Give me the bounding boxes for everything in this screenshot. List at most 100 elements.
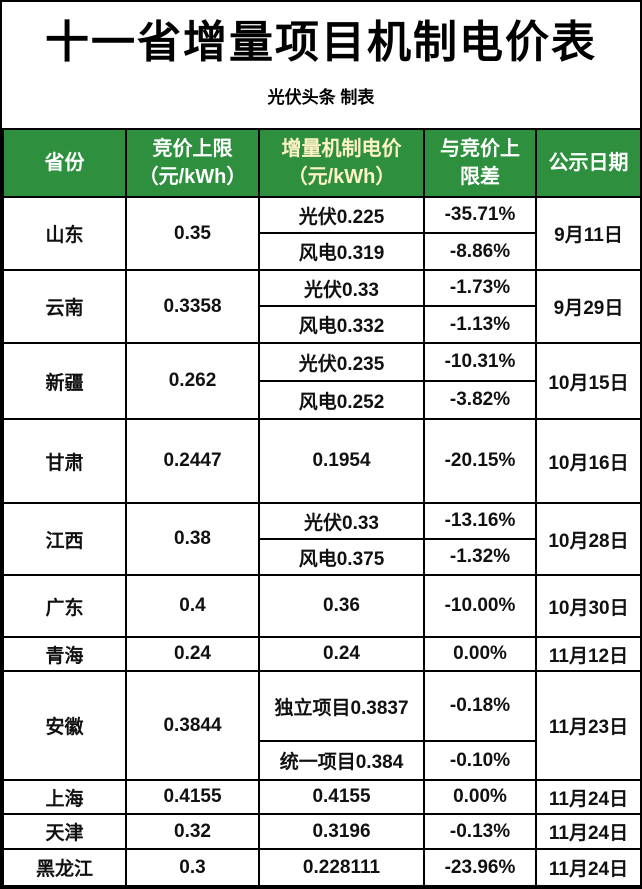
province-cell: 江西 <box>2 502 127 576</box>
header-date-label: 公示日期 <box>548 152 629 174</box>
mechanism-price-cell: 统一项目0.384 <box>258 740 425 781</box>
table-row: 新疆 0.262 光伏0.235 -10.31% 10月15日 <box>2 342 640 420</box>
province-cell: 甘肃 <box>2 418 127 504</box>
diff-cell: -0.13% <box>423 813 537 850</box>
title-block: 十一省增量项目机制电价表 光伏头条 制表 <box>2 2 640 128</box>
date-cell: 10月16日 <box>535 418 640 504</box>
table-row: 上海 0.4155 0.4155 0.00% 11月24日 <box>2 779 640 815</box>
mechanism-price-cell: 0.3196 <box>258 813 425 850</box>
bid-cap-cell: 0.4 <box>125 574 260 638</box>
diff-cell: -1.32% <box>423 538 537 576</box>
bid-cap-cell: 0.24 <box>125 636 260 672</box>
diff-cell: 0.00% <box>423 779 537 815</box>
table-row: 风电0.375 -1.32% <box>3 538 640 576</box>
diff-cell: -20.15% <box>423 418 537 504</box>
date-cell: 9月11日 <box>535 196 640 271</box>
table-row: 风电0.332 -1.13% <box>3 305 640 344</box>
diff-cell: -10.00% <box>423 574 537 638</box>
diff-cell: -1.13% <box>423 305 537 344</box>
date-cell: 11月24日 <box>535 848 640 887</box>
table-row: 云南 0.3358 光伏0.33 -1.73% 9月29日 <box>2 269 640 344</box>
header-province-label: 省份 <box>44 152 85 174</box>
diff-cell: -3.82% <box>423 380 537 420</box>
bid-cap-cell: 0.4155 <box>125 779 260 815</box>
province-cell: 天津 <box>2 813 127 850</box>
mechanism-price-cell: 风电0.332 <box>258 305 425 344</box>
header-bid-cap-line1: 竞价上限 <box>152 138 233 160</box>
bid-cap-cell: 0.262 <box>125 342 260 420</box>
date-cell: 11月12日 <box>535 636 640 672</box>
header-province: 省份 <box>2 128 127 198</box>
mechanism-price-cell: 0.24 <box>258 636 425 672</box>
mechanism-price-cell: 风电0.252 <box>258 380 425 420</box>
header-diff-line2: 限差 <box>460 166 500 188</box>
mechanism-price-cell: 独立项目0.3837 <box>258 670 425 742</box>
header-bid-cap-line2: （元/kWh） <box>138 166 247 188</box>
header-date: 公示日期 <box>535 128 640 198</box>
diff-cell: 0.00% <box>423 636 537 672</box>
header-diff-line1: 与竞价上 <box>440 138 520 160</box>
bid-cap-cell: 0.38 <box>125 502 260 576</box>
province-cell: 上海 <box>2 779 127 815</box>
province-cell: 新疆 <box>2 342 127 420</box>
table-row: 风电0.319 -8.86% <box>3 232 640 271</box>
date-cell: 11月24日 <box>535 779 640 815</box>
diff-cell: -10.31% <box>423 342 537 382</box>
table-row: 安徽 0.3844 独立项目0.3837 -0.18% 11月23日 <box>2 670 640 781</box>
header-mechanism-line1: 增量机制电价 <box>281 138 402 160</box>
table-row: 天津 0.32 0.3196 -0.13% 11月24日 <box>2 813 640 850</box>
table-row: 山东 0.35 光伏0.225 -35.71% 9月11日 <box>2 196 640 271</box>
province-cell: 青海 <box>2 636 127 672</box>
mechanism-price-cell: 光伏0.33 <box>258 502 425 540</box>
diff-cell: -35.71% <box>423 196 537 234</box>
table-row: 广东 0.4 0.36 -10.00% 10月30日 <box>2 574 640 638</box>
header-diff: 与竞价上 限差 <box>423 128 537 198</box>
table-row: 甘肃 0.2447 0.1954 -20.15% 10月16日 <box>2 418 640 504</box>
bid-cap-cell: 0.3 <box>125 848 260 887</box>
table-row: 统一项目0.384 -0.10% <box>3 740 640 781</box>
price-table: 省份 竞价上限 （元/kWh） 增量机制电价 （元/kWh） 与竞价上 限差 公… <box>2 128 640 887</box>
diff-cell: -23.96% <box>423 848 537 887</box>
bid-cap-cell: 0.3358 <box>125 269 260 344</box>
date-cell: 10月30日 <box>535 574 640 638</box>
mechanism-price-cell: 光伏0.235 <box>258 342 425 382</box>
bid-cap-cell: 0.3844 <box>125 670 260 781</box>
mechanism-price-cell: 0.228111 <box>258 848 425 887</box>
bid-cap-cell: 0.32 <box>125 813 260 850</box>
mechanism-price-cell: 风电0.319 <box>258 232 425 271</box>
bid-cap-cell: 0.35 <box>125 196 260 271</box>
header-row: 省份 竞价上限 （元/kWh） 增量机制电价 （元/kWh） 与竞价上 限差 公… <box>2 128 640 198</box>
mechanism-price-cell: 0.1954 <box>258 418 425 504</box>
diff-cell: -8.86% <box>423 232 537 271</box>
mechanism-price-cell: 0.4155 <box>258 779 425 815</box>
page-subtitle: 光伏头条 制表 <box>267 87 375 107</box>
table-row: 黑龙江 0.3 0.228111 -23.96% 11月24日 <box>2 848 640 887</box>
province-cell: 广东 <box>2 574 127 638</box>
date-cell: 10月28日 <box>535 502 640 576</box>
province-cell: 安徽 <box>2 670 127 781</box>
diff-cell: -1.73% <box>423 269 537 307</box>
header-mechanism-line2: （元/kWh） <box>287 166 396 188</box>
table-row: 风电0.252 -3.82% <box>3 380 640 420</box>
province-cell: 云南 <box>2 269 127 344</box>
header-bid-cap: 竞价上限 （元/kWh） <box>125 128 260 198</box>
table-row: 江西 0.38 光伏0.33 -13.16% 10月28日 <box>2 502 640 576</box>
province-cell: 山东 <box>2 196 127 271</box>
date-cell: 11月24日 <box>535 813 640 850</box>
bid-cap-cell: 0.2447 <box>125 418 260 504</box>
diff-cell: -0.10% <box>423 740 537 781</box>
table-row: 青海 0.24 0.24 0.00% 11月12日 <box>2 636 640 672</box>
page-title: 十一省增量项目机制电价表 <box>45 18 597 67</box>
diff-cell: -13.16% <box>423 502 537 540</box>
diff-cell: -0.18% <box>423 670 537 742</box>
date-cell: 11月23日 <box>535 670 640 781</box>
mechanism-price-cell: 风电0.375 <box>258 538 425 576</box>
date-cell: 9月29日 <box>535 269 640 344</box>
mechanism-price-cell: 光伏0.225 <box>258 196 425 234</box>
mechanism-price-cell: 0.36 <box>258 574 425 638</box>
date-cell: 10月15日 <box>535 342 640 420</box>
province-cell: 黑龙江 <box>2 848 127 887</box>
header-mechanism-price: 增量机制电价 （元/kWh） <box>258 128 425 198</box>
mechanism-price-cell: 光伏0.33 <box>258 269 425 307</box>
